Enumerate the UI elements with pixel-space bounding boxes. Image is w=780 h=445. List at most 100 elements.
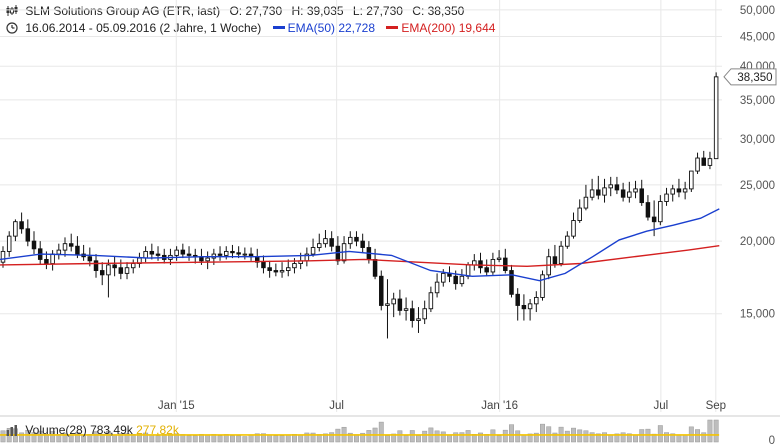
candle xyxy=(360,233,365,253)
candle xyxy=(56,243,62,260)
candle-body xyxy=(155,253,161,256)
candle-body xyxy=(217,253,223,256)
candle-body xyxy=(441,272,446,283)
candle-body xyxy=(223,250,229,256)
volume-bar xyxy=(155,435,161,443)
candle-body xyxy=(453,275,458,285)
candle xyxy=(428,286,434,313)
clock-icon xyxy=(6,22,18,34)
candle-body xyxy=(124,267,130,274)
candle xyxy=(161,248,167,264)
volume-bar xyxy=(0,430,6,443)
volume-bar xyxy=(236,435,242,443)
ema50-legend-label: EMA(50) xyxy=(287,21,335,35)
volume-bar xyxy=(25,429,31,443)
volume-bar xyxy=(304,432,310,443)
candle-body xyxy=(267,267,272,271)
volume-bar xyxy=(31,432,37,443)
x-tick-label: Jul xyxy=(329,400,344,412)
volume-bar xyxy=(633,434,638,443)
candle-body xyxy=(93,260,99,271)
volume-bar xyxy=(310,432,316,443)
volume-bar xyxy=(285,434,291,443)
candle xyxy=(565,231,570,249)
candle-body xyxy=(515,293,520,306)
candle-body xyxy=(496,257,502,260)
candle xyxy=(422,300,427,325)
y-tick-label: 25,000 xyxy=(740,180,775,192)
volume-bars-icon xyxy=(6,425,17,436)
candle-body xyxy=(75,245,80,255)
last-price-badge-shape xyxy=(723,68,777,86)
candle xyxy=(155,246,161,261)
candle xyxy=(25,219,31,247)
candle-body xyxy=(484,267,489,273)
candle-body xyxy=(310,247,316,255)
candle-body xyxy=(658,201,663,223)
volume-bar xyxy=(105,430,111,443)
candle xyxy=(682,181,688,200)
ohlc-open: O: 27,730 xyxy=(229,4,283,18)
candle xyxy=(255,248,260,268)
candle xyxy=(478,252,483,274)
candle-body xyxy=(397,298,403,311)
candle-body xyxy=(465,264,471,277)
volume-bar xyxy=(409,430,415,443)
ohlc-close: C: 38,350 xyxy=(412,4,465,18)
candle xyxy=(81,244,86,261)
candle xyxy=(391,292,396,318)
candle-body xyxy=(608,184,613,189)
candle xyxy=(205,251,210,270)
candle-body xyxy=(62,243,68,251)
volume-bar xyxy=(651,433,657,443)
volume-bar xyxy=(459,432,465,443)
candle xyxy=(558,241,564,267)
candle xyxy=(180,243,186,259)
time-axis: Jan '15 Jul Jan '16 Jul Sep xyxy=(158,400,726,412)
candle-body xyxy=(503,257,508,271)
candle xyxy=(93,254,99,278)
volume-bar xyxy=(385,435,390,443)
candle xyxy=(527,299,533,321)
volume-bar xyxy=(515,430,521,443)
candle xyxy=(286,259,291,277)
candle xyxy=(317,233,322,252)
volume-bar xyxy=(50,431,56,443)
candle-body xyxy=(701,157,706,166)
volume-bar xyxy=(589,432,595,443)
candle-body xyxy=(242,253,248,256)
volume-bar xyxy=(639,429,645,443)
ema200-legend-swatch xyxy=(386,26,399,29)
candle-body xyxy=(180,249,186,255)
volume-value: 783,49k xyxy=(90,423,133,437)
volume-bar xyxy=(217,435,223,443)
candle xyxy=(540,270,545,301)
candle xyxy=(354,231,359,247)
candle xyxy=(416,307,421,333)
volume-bar xyxy=(540,423,545,443)
candle xyxy=(472,254,477,271)
volume-bar xyxy=(347,432,353,443)
candle xyxy=(614,176,620,195)
volume-bar xyxy=(366,430,372,443)
ema50-line xyxy=(0,208,720,282)
volume-bar xyxy=(664,432,669,443)
candle-body xyxy=(25,228,31,242)
volume-bar xyxy=(509,424,514,443)
candle-body xyxy=(682,188,688,193)
candle xyxy=(403,297,409,321)
candle xyxy=(521,294,527,321)
candle xyxy=(68,233,74,252)
x-tick-label: Jan '16 xyxy=(481,400,518,412)
candle-body xyxy=(99,270,105,276)
candle xyxy=(279,262,285,278)
volume-bar xyxy=(713,419,719,443)
candle xyxy=(397,289,403,316)
candle xyxy=(534,291,539,313)
candle-body xyxy=(56,249,62,255)
volume-bar xyxy=(298,434,304,443)
candle-body xyxy=(416,318,421,322)
volume-bar xyxy=(447,434,452,443)
candle xyxy=(62,237,68,257)
